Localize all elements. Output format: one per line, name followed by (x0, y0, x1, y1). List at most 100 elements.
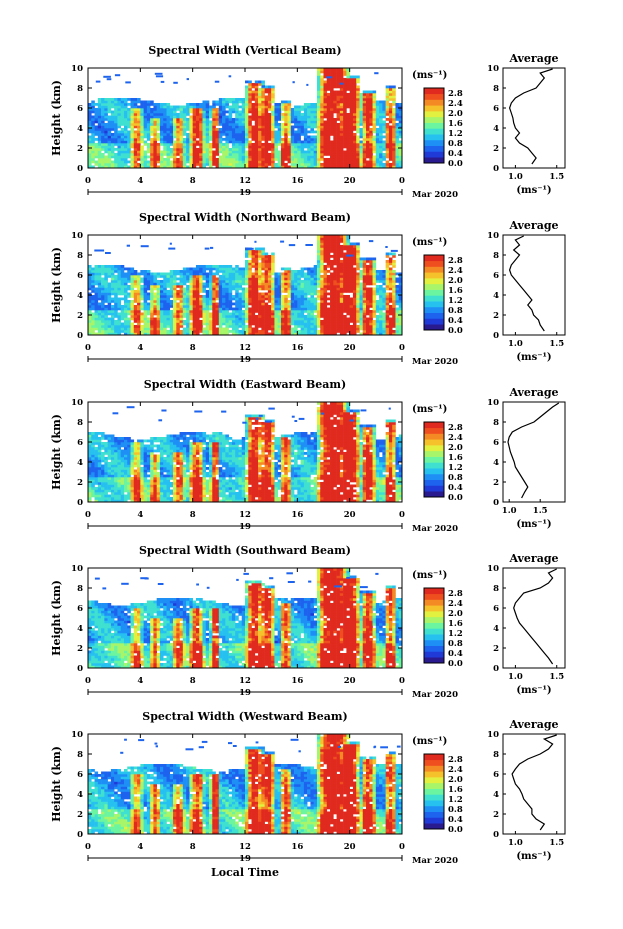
heatmap-cell (290, 160, 295, 164)
heatmap-cell (330, 85, 334, 89)
heatmap-cell (169, 143, 174, 146)
heatmap-cell (245, 312, 249, 316)
heatmap-cell (313, 287, 318, 291)
heatmap-cell (173, 81, 178, 84)
heatmap-cell (245, 95, 249, 99)
heatmap-cell (169, 110, 174, 114)
heatmap-cell (231, 312, 236, 316)
heatmap-cell (133, 332, 138, 336)
heatmap-cell (323, 105, 328, 109)
heatmap-cell (343, 305, 347, 308)
heatmap-cell (218, 163, 223, 166)
heatmap-cell (323, 245, 328, 248)
heatmap-cell (307, 155, 311, 159)
heatmap-cell (110, 285, 115, 288)
heatmap-cell (290, 327, 295, 331)
heatmap-cell (251, 315, 256, 318)
heatmap-cell (228, 120, 233, 124)
heatmap-cell (323, 135, 328, 139)
heatmap-cell (123, 98, 128, 101)
heatmap-cell (156, 158, 161, 161)
heatmap-cell (333, 245, 337, 248)
heatmap-cell (199, 330, 203, 333)
heatmap-cell (359, 105, 364, 109)
heatmap-cell (323, 317, 328, 321)
heatmap-cell (133, 317, 138, 321)
heatmap-cell (202, 113, 207, 116)
heatmap-cell (261, 260, 265, 263)
heatmap-cell (150, 155, 154, 159)
heatmap-cell (199, 108, 203, 111)
heatmap-cell (274, 133, 279, 136)
heatmap-cell (326, 73, 331, 76)
heatmap-cell (297, 297, 301, 301)
heatmap-cell (222, 133, 226, 136)
heatmap-cell (140, 133, 144, 136)
heatmap-cell (310, 105, 314, 109)
heatmap-cell (274, 305, 279, 308)
heatmap-cell (372, 105, 377, 109)
heatmap-cell (199, 128, 203, 131)
heatmap-cell (356, 75, 360, 79)
heatmap-cell (261, 128, 265, 131)
heatmap-cell (398, 153, 403, 156)
heatmap-cell (316, 277, 321, 281)
heatmap-cell (372, 118, 377, 121)
heatmap-cell (248, 255, 252, 258)
heatmap-cell (176, 113, 180, 116)
heatmap-cell (248, 125, 252, 129)
heatmap-cell (146, 295, 151, 298)
heatmap-cell (166, 280, 171, 283)
heatmap-cell (333, 98, 337, 101)
heatmap-cell (163, 315, 167, 318)
heatmap-cell (189, 280, 193, 283)
heatmap-cell (182, 153, 187, 156)
heatmap-cell (179, 305, 184, 308)
heatmap-cell (182, 110, 187, 114)
heatmap-cell (280, 287, 285, 291)
heatmap-cell (156, 307, 161, 311)
heatmap-cell (97, 315, 102, 318)
heatmap-cell (140, 115, 144, 119)
heatmap-cell (280, 133, 285, 136)
heatmap-cell (199, 133, 203, 136)
heatmap-cell (205, 267, 210, 271)
heatmap-cell (202, 155, 207, 159)
heatmap-cell (88, 123, 92, 126)
heatmap-cell (333, 275, 337, 278)
heatmap-cell (264, 325, 269, 328)
heatmap-cell (320, 140, 324, 144)
heatmap-cell (307, 312, 311, 316)
heatmap-cell (336, 247, 341, 251)
heatmap-cell (205, 133, 210, 136)
heatmap-cell (333, 320, 337, 323)
heatmap-cell (110, 277, 115, 281)
heatmap-cell (369, 165, 373, 169)
heatmap-cell (330, 128, 334, 131)
heatmap-cell (248, 327, 252, 331)
heatmap-cell (343, 128, 347, 131)
heatmap-cell (267, 305, 272, 308)
heatmap-cell (303, 275, 308, 278)
heatmap-cell (258, 118, 262, 121)
heatmap-cell (228, 133, 233, 136)
heatmap-cell (120, 143, 125, 146)
heatmap-cell (359, 110, 364, 114)
heatmap-cell (212, 307, 216, 311)
heatmap-cell (117, 108, 122, 111)
heatmap-cell (356, 95, 360, 99)
heatmap-cell (264, 150, 269, 154)
heatmap-cell (254, 158, 259, 161)
heatmap-cell (91, 155, 95, 159)
heatmap-cell (104, 103, 108, 106)
heatmap-cell (245, 88, 249, 91)
heatmap-cell (235, 275, 239, 278)
heatmap-cell (169, 332, 174, 336)
heatmap-cell (231, 108, 236, 111)
heatmap-cell (392, 85, 396, 89)
heatmap-cell (388, 93, 393, 96)
heatmap-cell (333, 285, 337, 288)
heatmap-cell (349, 140, 354, 144)
heatmap-cell (182, 290, 187, 293)
heatmap-cell (248, 265, 252, 268)
